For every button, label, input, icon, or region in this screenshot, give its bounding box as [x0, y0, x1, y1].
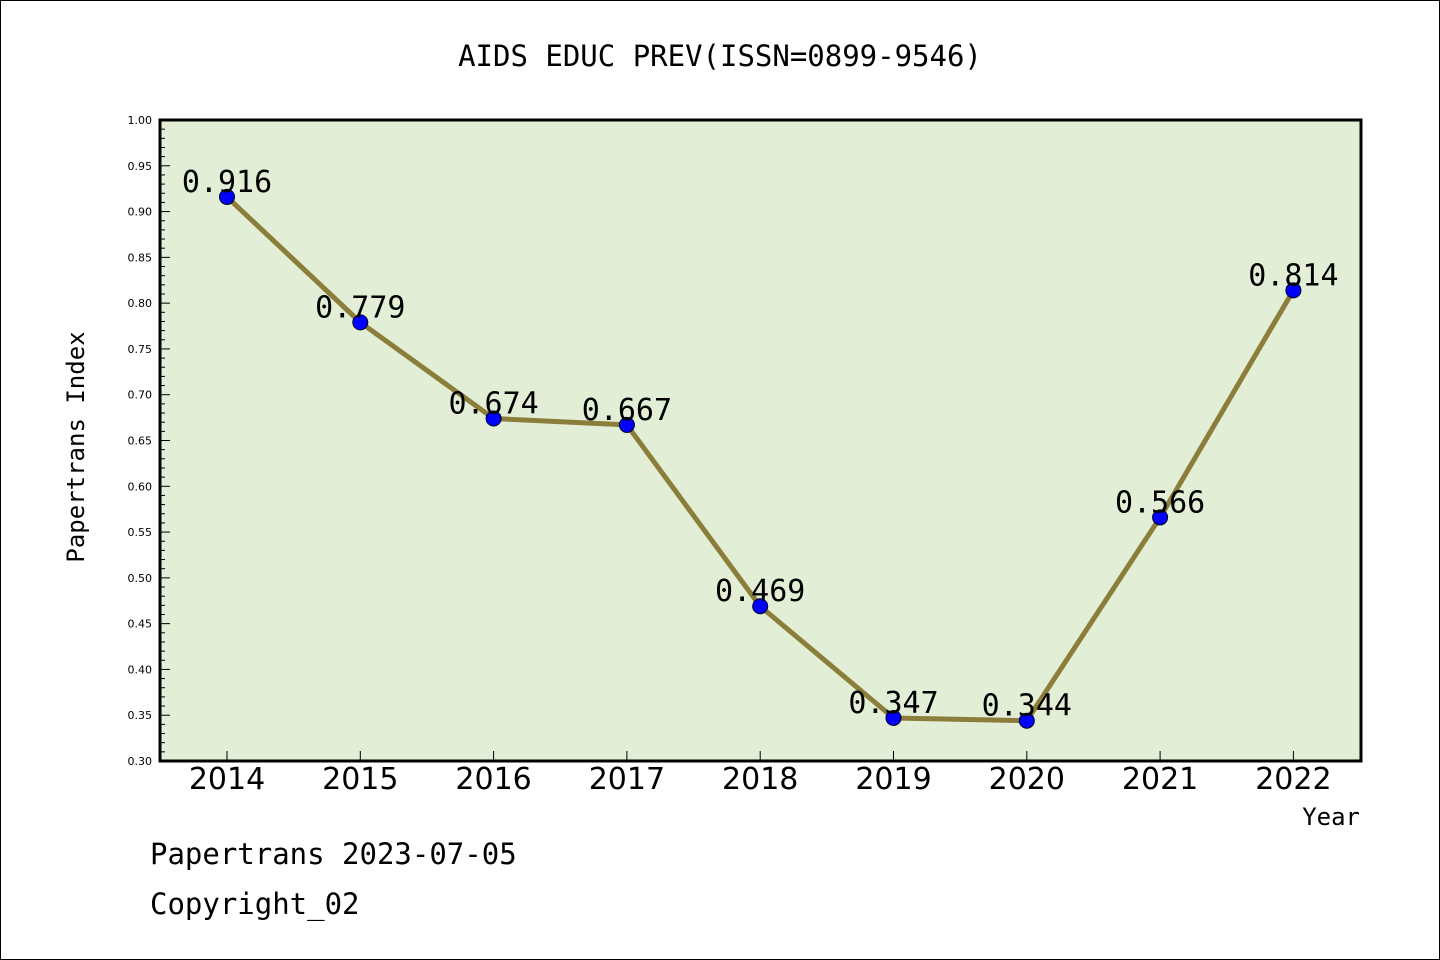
y-tick-label: 0.30	[128, 755, 153, 768]
data-point	[1018, 712, 1035, 729]
data-point	[219, 188, 235, 205]
x-tick-label: 2016	[455, 762, 531, 797]
y-tick-label: 0.70	[128, 389, 153, 402]
x-tick-label: 2014	[189, 762, 265, 797]
data-label: 0.916	[182, 165, 272, 200]
x-tick-label: 2020	[989, 762, 1065, 797]
y-tick-label: 0.75	[128, 343, 153, 356]
data-point	[618, 416, 635, 433]
data-point	[485, 410, 502, 427]
x-tick-label: 2019	[855, 762, 931, 797]
data-point	[752, 598, 769, 615]
data-label: 0.667	[582, 393, 672, 428]
y-tick-label: 0.65	[128, 435, 153, 448]
data-label: 0.469	[715, 574, 805, 609]
y-tick-label: 0.60	[128, 480, 153, 493]
data-label: 0.814	[1248, 258, 1338, 293]
x-tick-label: 2015	[322, 762, 398, 797]
y-tick-label: 0.80	[128, 297, 153, 310]
data-point	[1285, 282, 1302, 299]
y-tick-label: 0.35	[128, 709, 153, 722]
footer-date: Papertrans 2023-07-05	[150, 837, 517, 871]
y-tick-label: 1.00	[128, 114, 153, 127]
data-label: 0.344	[982, 689, 1072, 724]
series-1: 0.916 0.779 0.674 0.667 0.469 0.347 0.344 0.566…	[182, 165, 1339, 729]
y-tick-label: 0.95	[128, 160, 153, 173]
data-label: 0.779	[315, 290, 405, 325]
data-point	[1152, 509, 1169, 526]
data-label: 0.566	[1115, 485, 1205, 520]
y-tick-label: 0.45	[128, 618, 153, 631]
x-tick-label: 2021	[1122, 762, 1198, 797]
y-axis-label: Papertrans Index	[62, 331, 90, 562]
chart-title: AIDS EDUC PREV(ISSN=0899-9546)	[458, 39, 982, 73]
data-label: 0.674	[448, 387, 538, 422]
x-tick-label: 2022	[1255, 762, 1331, 797]
plot-area	[158, 118, 1363, 763]
y-tick-label: 0.85	[128, 251, 153, 264]
footer-copyright: Copyright_02	[150, 887, 360, 922]
x-axis: 2014 2015 2016 2017 2018 2019 2020 2021 2022	[189, 751, 1332, 797]
y-tick-label: 0.90	[128, 206, 153, 219]
x-axis-label: Year	[1302, 803, 1360, 831]
data-label: 0.347	[848, 686, 938, 721]
y-tick-label: 0.55	[128, 526, 153, 539]
y-tick-label: 0.40	[128, 663, 153, 676]
y-tick-label: 0.50	[128, 572, 153, 585]
data-point	[352, 314, 369, 331]
y-axis: 0.30 0.35 0.40 0.45 0.50 0.55 0.60 0.65 0.70 0.75…	[128, 114, 170, 768]
x-tick-label: 2018	[722, 762, 798, 797]
data-point	[885, 709, 902, 726]
x-tick-label: 2017	[589, 762, 665, 797]
